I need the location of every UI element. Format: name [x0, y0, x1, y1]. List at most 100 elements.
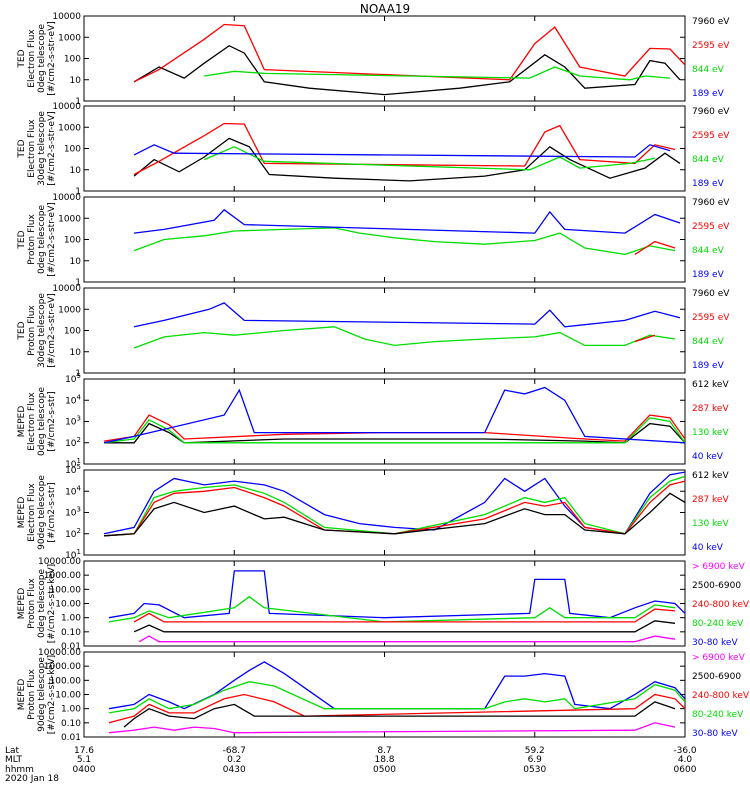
series-line	[108, 693, 685, 724]
legend-entry: 240-800 keV	[692, 691, 750, 701]
y-axis-label: TEDElectron Flux30deg telescope[#/cm2-s-…	[17, 111, 57, 186]
series-line	[103, 492, 685, 537]
y-axis-label: MEPEDElectron Flux90deg telescope[#/cm2-…	[17, 475, 57, 550]
legend-entry: 612 keV	[692, 471, 729, 481]
footer-row-label: Lat	[5, 746, 20, 756]
series-line	[634, 334, 656, 343]
series-line	[133, 227, 676, 256]
series-line	[108, 595, 676, 623]
footer-lat-value: -68.7	[223, 746, 246, 756]
legend-entry: 7960 eV	[692, 107, 730, 117]
legend-entry: 287 keV	[692, 404, 729, 414]
y-tick-label: 102	[65, 527, 81, 540]
figure-title: NOAA19	[360, 2, 410, 16]
legend-entry: 7960 eV	[692, 289, 730, 299]
y-axis-label: TEDProton Flux30deg telescope[#/cm2-s-st…	[17, 293, 57, 368]
legend-entry: > 6900 keV	[692, 562, 746, 572]
legend-entry: 240-800 keV	[692, 600, 750, 610]
series-line	[133, 137, 681, 182]
y-tick-label: 100	[64, 55, 81, 65]
footer-mlt-value: 18.8	[374, 755, 394, 765]
legend-entry: 189 eV	[692, 270, 725, 280]
y-tick-label: 0.01	[61, 733, 81, 743]
series-line	[108, 722, 676, 734]
y-axis-label: TEDElectron Flux0deg telescope[#/cm2-s-s…	[17, 21, 57, 96]
series-line	[123, 701, 676, 728]
y-axis-label: TEDProton Flux0deg telescope[#/cm2-s-str…	[17, 202, 57, 277]
legend-entry: 844 eV	[692, 65, 725, 75]
legend-entry: 2595 eV	[692, 222, 730, 232]
legend-entry: > 6900 keV	[692, 653, 746, 663]
y-axis-label: MEPEDProton Flux0deg telescope[#/cm2-s-s…	[17, 564, 57, 643]
footer-row-label: 2020 Jan 18	[5, 774, 59, 784]
y-tick-label: 10	[70, 166, 82, 176]
y-tick-label: 1	[75, 97, 81, 107]
y-tick-label: 1	[75, 369, 81, 379]
series-line	[634, 240, 676, 255]
y-tick-label: 1000.00	[44, 571, 81, 581]
series-line	[133, 608, 676, 623]
legend-entry: 130 keV	[692, 519, 729, 529]
plot-frame	[83, 560, 686, 647]
legend-entry: 2500-6900	[692, 581, 741, 591]
panel-7: 0.01 0.10 1.00 10.00 100.00 1000.00 10000.00ME…	[17, 557, 750, 652]
y-tick-label: 103	[65, 415, 81, 428]
y-tick-label: 10000.00	[38, 648, 81, 658]
footer-lat-value: 17.6	[74, 746, 94, 756]
y-tick-label: 10	[70, 348, 82, 358]
legend-entry: 189 eV	[692, 89, 725, 99]
series-line	[103, 471, 685, 535]
footer-mlt-value: 4.0	[678, 755, 693, 765]
legend-entry: 189 eV	[692, 361, 725, 371]
footer-hhmm-value: 0600	[674, 765, 697, 775]
y-tick-label: 0.10	[61, 628, 81, 638]
y-tick-label: 1000	[58, 123, 81, 133]
plot-frame	[83, 287, 686, 374]
legend-entry: 287 keV	[692, 495, 729, 505]
series-line	[203, 146, 656, 171]
legend-entry: 844 eV	[692, 337, 725, 347]
y-tick-label: 1	[75, 187, 81, 197]
legend-entry: 30-80 keV	[692, 638, 738, 648]
y-tick-label: 1000	[58, 214, 81, 224]
plot-frame	[83, 196, 686, 283]
footer-row-label: MLT	[5, 755, 23, 765]
legend-entry: 2500-6900	[692, 672, 741, 682]
y-tick-label: 100	[64, 327, 81, 337]
y-tick-label: 100.00	[50, 585, 82, 595]
y-tick-label: 1000.00	[44, 662, 81, 672]
legend-entry: 130 keV	[692, 428, 729, 438]
footer-mlt-value: 0.2	[227, 755, 241, 765]
series-line	[133, 144, 671, 158]
legend-entry: 30-80 keV	[692, 729, 738, 739]
y-tick-label: 1.00	[61, 705, 81, 715]
footer-hhmm-value: 0430	[223, 765, 246, 775]
series-line	[108, 570, 685, 619]
footer-mlt-value: 6.9	[528, 755, 543, 765]
y-axis-label: MEPEDProton Flux90deg telescope[#/cm2-s-…	[17, 655, 57, 734]
y-tick-label: 10.00	[55, 600, 81, 610]
plot-frame	[83, 378, 686, 465]
legend-entry: 40 keV	[692, 452, 724, 462]
plot-frame	[83, 469, 686, 556]
legend-entry: 2595 eV	[692, 313, 730, 323]
legend-entry: 189 eV	[692, 179, 725, 189]
series-line	[204, 66, 671, 81]
series-line	[133, 302, 681, 328]
series-line	[133, 620, 676, 633]
legend-entry: 7960 eV	[692, 17, 730, 27]
y-tick-label: 10000	[52, 12, 81, 22]
series-line	[108, 681, 685, 714]
footer-lat-value: 59.2	[525, 746, 545, 756]
y-tick-label: 0.10	[61, 719, 81, 729]
series-line	[103, 417, 685, 444]
y-tick-label: 102	[65, 436, 81, 449]
series-line	[133, 122, 676, 176]
y-tick-label: 10000	[52, 284, 81, 294]
